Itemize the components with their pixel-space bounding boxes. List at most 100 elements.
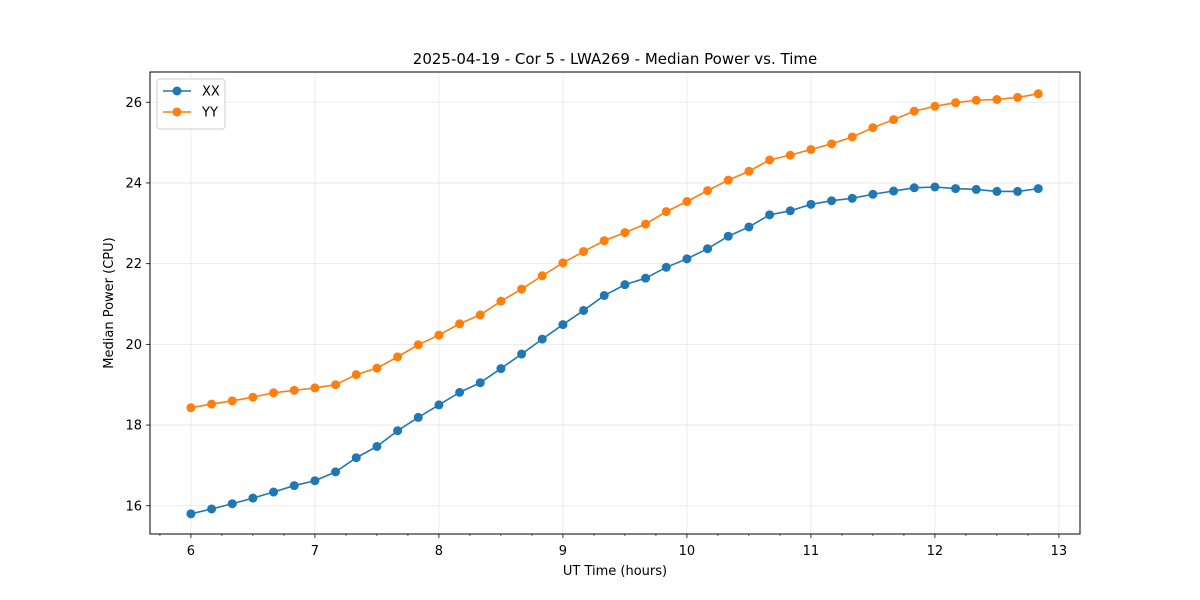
data-point-yy <box>682 197 692 207</box>
data-point-yy <box>579 247 589 257</box>
data-point-xx <box>331 467 341 477</box>
data-point-yy <box>785 150 795 160</box>
y-tick-label: 24 <box>125 176 142 191</box>
data-point-xx <box>496 364 506 374</box>
data-point-yy <box>455 319 465 329</box>
x-tick-label: 6 <box>187 544 195 559</box>
data-point-xx <box>186 509 196 519</box>
x-tick-label: 7 <box>311 544 319 559</box>
x-tick-label: 10 <box>679 544 696 559</box>
data-point-yy <box>599 236 609 246</box>
data-point-yy <box>558 258 568 268</box>
y-tick-label: 18 <box>125 419 142 434</box>
legend: XX YY <box>156 78 226 130</box>
x-axis-label: UT Time (hours) <box>563 564 667 579</box>
data-point-xx <box>971 184 981 194</box>
data-point-yy <box>827 139 837 149</box>
data-point-xx <box>351 453 361 463</box>
data-point-yy <box>661 207 671 217</box>
data-point-xx <box>227 499 237 509</box>
data-point-xx <box>289 481 299 491</box>
data-point-xx <box>393 426 403 436</box>
data-point-xx <box>269 487 279 497</box>
data-point-xx <box>517 349 527 359</box>
data-point-yy <box>207 399 217 409</box>
data-point-xx <box>434 400 444 410</box>
data-point-yy <box>186 403 196 413</box>
data-point-yy <box>331 380 341 390</box>
data-point-xx <box>1033 184 1043 194</box>
data-point-yy <box>393 352 403 362</box>
data-point-yy <box>496 296 506 306</box>
data-point-xx <box>455 387 465 397</box>
data-point-xx <box>992 186 1002 196</box>
data-point-xx <box>1013 186 1023 196</box>
data-point-yy <box>1013 92 1023 102</box>
data-point-xx <box>248 493 258 503</box>
data-point-yy <box>289 385 299 395</box>
x-tick-label: 11 <box>803 544 820 559</box>
data-point-xx <box>475 378 485 388</box>
data-point-xx <box>765 210 775 220</box>
data-point-yy <box>351 370 361 380</box>
data-point-yy <box>930 101 940 111</box>
data-point-xx <box>682 254 692 264</box>
data-point-xx <box>889 186 899 196</box>
legend-marker-xx <box>172 86 182 96</box>
data-point-xx <box>785 206 795 216</box>
data-point-yy <box>269 388 279 398</box>
data-point-xx <box>744 222 754 232</box>
data-point-xx <box>951 184 961 194</box>
y-tick-label: 16 <box>125 499 142 514</box>
data-point-yy <box>723 175 733 185</box>
data-point-yy <box>951 98 961 108</box>
legend-marker-yy <box>172 107 182 117</box>
y-axis: 16 18 20 22 24 26 <box>125 96 150 514</box>
chart-title: 2025-04-19 - Cor 5 - LWA269 - Median Pow… <box>413 50 817 68</box>
x-axis: 6 7 8 9 10 11 12 13 <box>159 534 1068 559</box>
data-point-xx <box>620 280 630 290</box>
data-point-yy <box>434 330 444 340</box>
x-tick-label: 8 <box>435 544 443 559</box>
data-point-xx <box>868 189 878 199</box>
data-point-yy <box>744 166 754 176</box>
y-tick-label: 22 <box>125 257 142 272</box>
series-layer <box>186 89 1043 519</box>
data-point-yy <box>909 106 919 116</box>
data-point-yy <box>1033 89 1043 99</box>
x-tick-label: 9 <box>559 544 567 559</box>
data-point-xx <box>207 504 217 514</box>
data-point-yy <box>992 94 1002 104</box>
data-point-yy <box>889 115 899 125</box>
legend-label-xx: XX <box>202 85 220 100</box>
data-point-xx <box>579 305 589 315</box>
data-point-xx <box>847 193 857 203</box>
data-point-xx <box>537 334 547 344</box>
data-point-yy <box>620 228 630 238</box>
x-tick-label: 12 <box>927 544 944 559</box>
data-point-yy <box>703 186 713 196</box>
y-axis-label: Median Power (CPU) <box>102 237 117 368</box>
x-tick-label: 13 <box>1051 544 1068 559</box>
y-tick-label: 20 <box>125 338 142 353</box>
data-point-yy <box>227 396 237 406</box>
data-point-xx <box>372 441 382 451</box>
data-point-xx <box>930 182 940 192</box>
data-point-yy <box>847 132 857 142</box>
data-point-yy <box>537 271 547 281</box>
data-point-xx <box>703 244 713 254</box>
data-point-xx <box>641 273 651 283</box>
y-tick-label: 26 <box>125 96 142 111</box>
data-point-xx <box>599 291 609 301</box>
data-point-yy <box>475 310 485 320</box>
data-point-xx <box>723 231 733 241</box>
data-point-yy <box>517 284 527 294</box>
data-point-xx <box>827 196 837 206</box>
data-point-yy <box>641 219 651 229</box>
data-point-xx <box>909 183 919 193</box>
data-point-yy <box>868 123 878 133</box>
data-point-xx <box>661 262 671 272</box>
data-point-yy <box>971 95 981 105</box>
plot-frame <box>149 71 1081 535</box>
